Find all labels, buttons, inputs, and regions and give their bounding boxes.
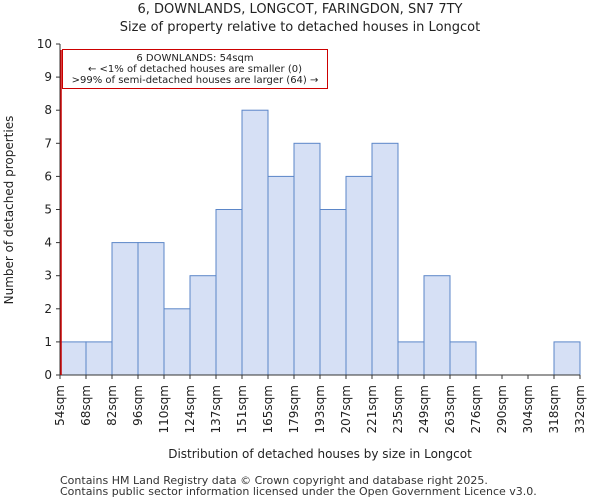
x-tick-label-221sqm: 221sqm [365,385,379,433]
y-tick-label-10: 10 [37,37,52,51]
bar-221sqm [371,142,399,376]
x-tick-label-68sqm: 68sqm [79,385,93,426]
chart-title: 6, DOWNLANDS, LONGCOT, FARINGDON, SN7 7T… [137,2,463,17]
bar-249sqm [423,275,451,376]
y-tick-label-1: 1 [44,335,52,349]
bar-207sqm [345,175,373,376]
x-tick-label-151sqm: 151sqm [235,385,249,433]
y-tick-label-8: 8 [44,103,52,117]
y-tick-label-7: 7 [44,136,52,150]
bars-layer [59,109,581,376]
x-tick-label-54sqm: 54sqm [53,385,67,426]
y-tick-label-5: 5 [44,203,52,217]
x-tick-label-207sqm: 207sqm [339,385,353,433]
x-tick-label-193sqm: 193sqm [313,385,327,433]
bar-263sqm [449,341,477,376]
chart-subtitle: Size of property relative to detached ho… [119,20,481,35]
x-tick-label-249sqm: 249sqm [417,385,431,433]
x-tick-label-235sqm: 235sqm [391,385,405,433]
bar-110sqm [163,308,191,376]
bar-179sqm [293,142,321,376]
x-tick-label-110sqm: 110sqm [157,385,171,433]
x-tick-label-124sqm: 124sqm [183,385,197,433]
x-tick-label-263sqm: 263sqm [443,385,457,433]
x-tick-label-82sqm: 82sqm [105,385,119,426]
y-tick-label-0: 0 [44,368,52,382]
annotation-box: 6 DOWNLANDS: 54sqm ← <1% of detached hou… [62,49,328,89]
bar-54sqm [59,341,87,376]
x-tick-label-137sqm: 137sqm [209,385,223,433]
x-axis-label: Distribution of detached houses by size … [168,447,472,461]
x-tick-label-290sqm: 290sqm [495,385,509,433]
y-tick-label-2: 2 [44,302,52,316]
bar-137sqm [215,209,243,376]
annotation-line-3: >99% of semi-detached houses are larger … [71,75,319,86]
footer-line-1: Contains HM Land Registry data © Crown c… [60,474,488,487]
bar-82sqm [111,242,139,376]
bar-96sqm [137,242,165,376]
x-tick-label-179sqm: 179sqm [287,385,301,433]
y-tick-label-4: 4 [44,236,52,250]
bar-151sqm [241,109,269,376]
bar-68sqm [85,341,113,376]
x-tick-label-96sqm: 96sqm [131,385,145,426]
x-tick-label-332sqm: 332sqm [573,385,587,433]
annotation-line-2: ← <1% of detached houses are smaller (0) [88,64,302,75]
bar-193sqm [319,209,347,376]
bar-235sqm [397,341,425,376]
x-tick-label-318sqm: 318sqm [547,385,561,433]
bar-318sqm [553,341,581,376]
y-axis-label: Number of detached properties [2,116,16,305]
x-tick-label-304sqm: 304sqm [521,385,535,433]
x-tick-label-165sqm: 165sqm [261,385,275,433]
annotation-line-1: 6 DOWNLANDS: 54sqm [136,53,254,64]
y-tick-label-6: 6 [44,169,52,183]
footer-line-2: Contains public sector information licen… [60,485,537,498]
x-tick-label-276sqm: 276sqm [469,385,483,433]
y-tick-label-9: 9 [44,70,52,84]
bar-165sqm [267,175,295,376]
axes-layer: 0 1 2 3 4 5 6 7 8 9 10 54sqm 68sqm 82sqm 96sqm 110sqm 12… [37,37,587,433]
y-tick-label-3: 3 [44,269,52,283]
bar-124sqm [189,275,217,376]
